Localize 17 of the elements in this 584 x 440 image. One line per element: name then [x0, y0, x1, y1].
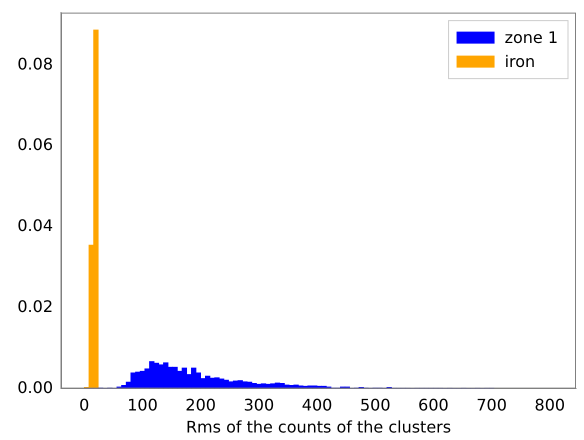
y-tick-label: 0.08	[17, 54, 53, 74]
y-tick-label: 0.04	[17, 216, 53, 236]
x-tick-label: 400	[302, 395, 332, 414]
x-tick-label: 100	[127, 395, 158, 414]
legend-label: iron	[504, 52, 536, 71]
y-tick-label: 0.00	[17, 378, 53, 397]
x-tick-label: 300	[244, 395, 274, 414]
x-tick-label: 500	[360, 395, 391, 414]
x-axis-title: Rms of the counts of the clusters	[186, 418, 452, 437]
legend-label: zone 1	[504, 28, 558, 47]
y-tick-label: 0.02	[17, 296, 53, 316]
x-tick-label: 600	[418, 395, 449, 414]
x-tick-label: 800	[534, 395, 566, 414]
x-tick-label: 0	[79, 395, 90, 414]
y-tick-label: 0.06	[17, 135, 53, 154]
x-tick-label: 700	[476, 395, 507, 414]
x-tick-label: 200	[185, 395, 216, 414]
